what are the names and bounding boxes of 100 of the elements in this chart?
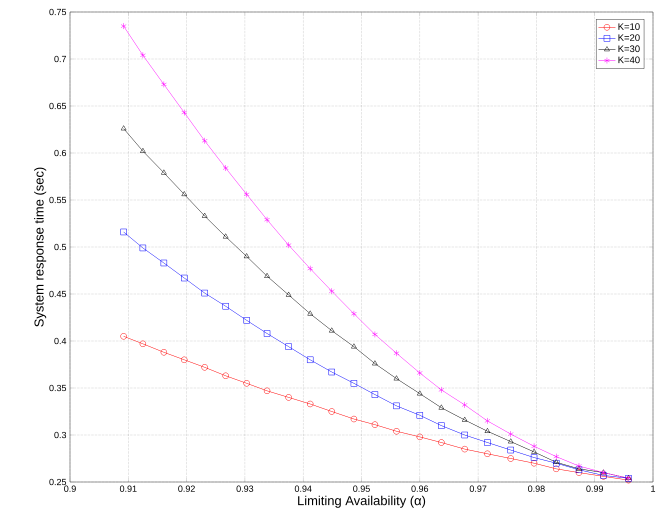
point	[484, 450, 491, 458]
point	[140, 52, 146, 58]
point	[484, 418, 490, 424]
x-tick-label: 1	[651, 486, 656, 492]
point	[181, 109, 188, 116]
point	[222, 164, 228, 172]
y-tick-label: 0.35	[49, 384, 66, 392]
point	[484, 439, 491, 446]
point	[508, 455, 514, 462]
point	[202, 138, 208, 144]
point	[393, 428, 400, 434]
point	[372, 421, 378, 428]
point	[181, 356, 188, 364]
point	[328, 368, 336, 376]
point	[120, 333, 127, 340]
point	[438, 386, 444, 394]
point	[181, 191, 188, 196]
y-tick-label: 0.4	[54, 338, 66, 344]
point	[531, 443, 537, 450]
point	[243, 317, 250, 324]
point	[306, 400, 314, 408]
y-tick-label: 0.7	[54, 56, 66, 62]
point	[120, 228, 127, 236]
point	[161, 170, 167, 174]
point	[576, 462, 582, 470]
point	[394, 375, 400, 380]
y-tick-label: 0.3	[54, 432, 66, 438]
point	[120, 125, 126, 130]
point	[140, 148, 146, 153]
point	[285, 394, 292, 401]
x-tick-label: 0.94	[294, 486, 312, 492]
y-tick-label: 0.25	[49, 478, 66, 486]
point	[416, 412, 424, 418]
point	[553, 453, 560, 460]
point	[416, 370, 423, 376]
x-tick-label: 0.93	[236, 486, 254, 492]
point	[201, 290, 208, 296]
y-tick-label: 0.65	[49, 102, 66, 110]
point	[222, 372, 229, 380]
point	[328, 408, 336, 415]
y-axis-title: System response time (sec)	[34, 168, 46, 327]
point	[201, 364, 208, 371]
x-tick-label: 0.9	[64, 486, 76, 492]
y-tick-label: 0.55	[49, 196, 66, 204]
point	[552, 466, 560, 472]
point	[530, 454, 538, 461]
y-tick-label: 0.75	[49, 8, 66, 16]
x-tick-label: 0.95	[353, 486, 370, 492]
legend-label: K=40	[618, 56, 640, 64]
point	[461, 432, 468, 438]
point	[531, 448, 537, 454]
point	[222, 302, 229, 310]
x-tick-label: 0.98	[528, 486, 545, 492]
point	[484, 428, 490, 433]
point	[202, 212, 208, 218]
point	[264, 272, 270, 278]
point	[244, 253, 250, 258]
point	[462, 416, 468, 422]
point	[508, 430, 514, 438]
point	[372, 360, 378, 366]
x-tick-label: 0.92	[178, 486, 195, 492]
point	[140, 340, 146, 348]
point	[350, 380, 358, 387]
point	[307, 310, 314, 316]
point	[264, 330, 270, 337]
point	[438, 422, 445, 429]
point	[120, 22, 126, 30]
y-tick-label: 0.5	[54, 244, 66, 250]
point	[244, 191, 250, 198]
point	[307, 265, 314, 272]
point	[286, 242, 292, 248]
point	[160, 260, 168, 266]
point	[264, 216, 270, 223]
x-tick-label: 0.97	[470, 486, 486, 492]
point	[461, 446, 468, 452]
point	[350, 416, 358, 422]
x-tick-label: 0.99	[586, 486, 604, 492]
point	[416, 434, 424, 440]
x-tick-label: 0.96	[411, 486, 428, 492]
x-tick-label: 0.91	[120, 486, 137, 492]
point	[508, 446, 514, 454]
point	[393, 402, 400, 410]
point	[351, 343, 357, 348]
x-axis-title: Limiting Availability (α)	[298, 496, 426, 508]
point	[328, 288, 335, 294]
legend-label: K=20	[618, 34, 640, 42]
legend-label: K=10	[618, 23, 640, 30]
point	[552, 460, 560, 466]
point	[438, 404, 444, 410]
point	[243, 380, 250, 387]
point	[351, 310, 357, 317]
point	[462, 402, 468, 408]
legend-label: K=30	[618, 45, 640, 52]
point	[161, 81, 167, 88]
point	[416, 390, 423, 396]
point	[160, 349, 168, 356]
y-tick-label: 0.45	[49, 290, 66, 298]
point	[372, 391, 378, 398]
point	[576, 469, 582, 476]
point	[286, 292, 292, 297]
